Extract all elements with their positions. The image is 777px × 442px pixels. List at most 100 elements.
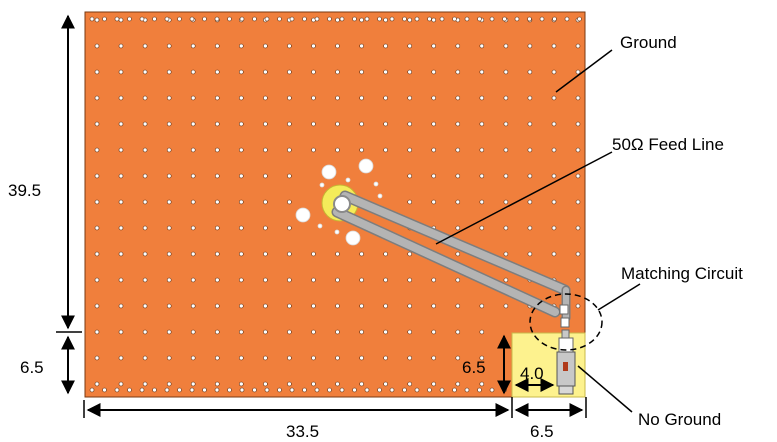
via-hole	[551, 173, 557, 179]
via-hole	[215, 173, 220, 179]
via-hole	[407, 95, 413, 101]
via-hole	[527, 16, 532, 22]
via-hole	[190, 199, 196, 205]
via-hole	[239, 355, 244, 361]
via-hole	[551, 121, 557, 127]
via-hole	[359, 147, 364, 153]
via-hole	[164, 387, 170, 393]
width-no-ground-label: 6.5	[530, 422, 554, 441]
via-hole	[190, 303, 196, 309]
via-hole	[407, 303, 413, 309]
via-hole	[311, 303, 316, 309]
via-hole	[402, 16, 407, 22]
via-hole	[314, 16, 320, 22]
via-hole	[190, 355, 196, 361]
via-hole	[575, 121, 581, 127]
via-hole	[118, 95, 124, 101]
via-hole	[479, 43, 485, 49]
via-hole	[118, 303, 124, 309]
via-hole	[277, 387, 282, 393]
via-hole	[452, 16, 457, 22]
via-hole	[311, 355, 316, 361]
via-hole	[287, 251, 292, 257]
via-hole	[142, 199, 148, 205]
via-hole	[190, 251, 196, 257]
height-upper-label: 39.5	[8, 181, 41, 200]
via-hole	[503, 303, 509, 309]
via-hole	[190, 277, 196, 283]
via-hole	[439, 387, 445, 393]
via-hole	[164, 16, 170, 22]
via-hole	[359, 17, 364, 23]
via-hole	[455, 329, 461, 335]
via-hole	[215, 251, 220, 257]
via-hole	[190, 43, 196, 49]
dimension-height-upper	[56, 14, 82, 333]
via-hole	[215, 355, 220, 361]
via-hole	[190, 173, 196, 179]
via-hole	[142, 147, 148, 153]
via-hole	[539, 16, 545, 22]
via-hole	[575, 199, 581, 205]
via-hole	[287, 147, 292, 153]
no-ground-width-label: 4.0	[520, 364, 544, 383]
via-hole	[118, 121, 124, 127]
via-hole	[359, 303, 364, 309]
via-hole	[118, 69, 124, 75]
via-hole	[383, 251, 388, 257]
via-hole	[118, 173, 124, 179]
via-hole	[311, 43, 316, 49]
via-hole	[142, 173, 148, 179]
via-hole	[431, 277, 437, 283]
via-hole	[431, 43, 437, 49]
via-hole	[479, 381, 485, 387]
via-hole	[166, 147, 172, 153]
no-ground-label: No Ground	[638, 410, 721, 429]
via-hole	[227, 16, 232, 22]
via-hole	[214, 387, 220, 393]
via-hole	[287, 303, 292, 309]
via-hole	[479, 303, 485, 309]
via-hole	[431, 199, 437, 205]
via-hole	[215, 199, 220, 205]
via-hole	[455, 147, 461, 153]
via-hole	[339, 387, 345, 393]
via-hole	[575, 251, 581, 257]
via-hole	[431, 303, 437, 309]
via-hole	[177, 387, 182, 393]
via-hole	[239, 329, 244, 335]
via-hole	[94, 303, 100, 309]
via-hole	[311, 277, 316, 283]
via-hole	[142, 225, 148, 231]
via-hole	[166, 381, 172, 387]
via-hole	[335, 17, 340, 23]
via-hole	[551, 43, 557, 49]
matching-components	[559, 304, 570, 339]
via-hole	[503, 147, 509, 153]
via-hole	[94, 147, 100, 153]
via-hole	[289, 387, 295, 393]
via-hole	[215, 277, 220, 283]
via-hole	[551, 95, 557, 101]
via-hole	[455, 199, 461, 205]
via-hole	[439, 16, 445, 22]
via-hole	[166, 43, 172, 49]
via-hole	[427, 387, 432, 393]
via-hole	[287, 121, 292, 127]
via-hole	[383, 303, 388, 309]
via-hole	[94, 69, 100, 75]
via-hole	[527, 251, 533, 257]
via-hole	[489, 387, 495, 393]
via-hole	[264, 387, 270, 393]
via-hole	[142, 43, 148, 49]
via-hole	[166, 277, 172, 283]
via-hole	[287, 225, 292, 231]
via-hole	[514, 16, 520, 22]
via-hole	[407, 17, 413, 23]
via-hole	[464, 387, 470, 393]
feed-point	[333, 195, 351, 213]
via-hole	[263, 251, 268, 257]
via-hole	[152, 16, 157, 22]
via-hole	[551, 147, 557, 153]
